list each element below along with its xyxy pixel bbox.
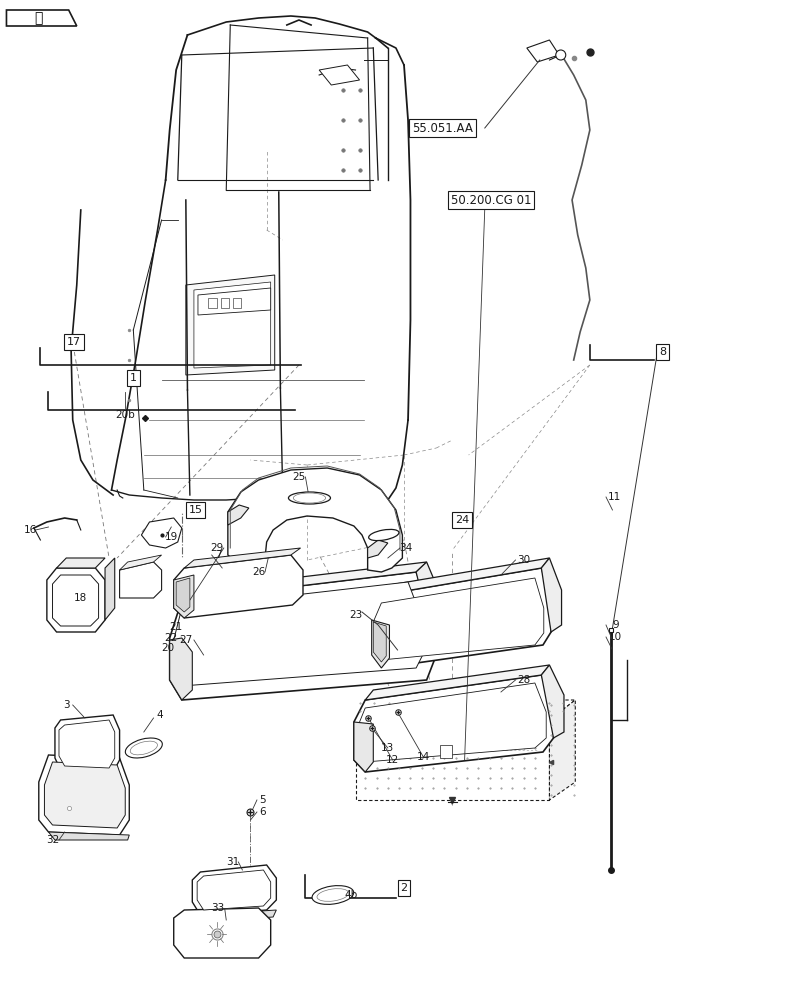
Text: 19: 19: [165, 532, 178, 542]
Polygon shape: [174, 908, 271, 958]
Text: 26: 26: [252, 567, 265, 577]
Polygon shape: [440, 745, 452, 758]
Text: 6: 6: [259, 807, 266, 817]
Polygon shape: [174, 582, 424, 686]
Polygon shape: [174, 575, 194, 618]
Polygon shape: [416, 562, 446, 655]
Polygon shape: [59, 720, 115, 768]
Polygon shape: [184, 548, 301, 568]
Text: 18: 18: [74, 593, 87, 603]
Polygon shape: [365, 665, 549, 700]
Polygon shape: [354, 675, 553, 772]
Polygon shape: [170, 572, 436, 700]
Polygon shape: [381, 558, 549, 595]
Polygon shape: [120, 555, 162, 570]
Polygon shape: [228, 468, 402, 572]
Ellipse shape: [288, 492, 330, 504]
Polygon shape: [141, 518, 182, 548]
Polygon shape: [55, 715, 120, 772]
Polygon shape: [200, 910, 276, 922]
Ellipse shape: [312, 886, 354, 904]
Polygon shape: [373, 622, 386, 662]
Text: 17: 17: [67, 337, 82, 347]
Polygon shape: [6, 10, 77, 26]
Text: 11: 11: [608, 492, 621, 502]
Polygon shape: [372, 568, 551, 668]
Text: 22: 22: [165, 633, 178, 643]
Polygon shape: [47, 568, 105, 632]
Polygon shape: [186, 275, 275, 375]
Text: 5: 5: [259, 795, 266, 805]
Text: 14: 14: [417, 752, 430, 762]
Circle shape: [556, 50, 566, 60]
Polygon shape: [228, 505, 249, 525]
Polygon shape: [374, 578, 544, 660]
Text: 16: 16: [24, 525, 37, 535]
Text: 13: 13: [381, 743, 394, 753]
Text: 8: 8: [659, 347, 666, 357]
Polygon shape: [48, 832, 129, 840]
Polygon shape: [57, 558, 105, 568]
Text: 50.200.CG 01: 50.200.CG 01: [451, 194, 532, 207]
Text: 1: 1: [130, 373, 137, 383]
Polygon shape: [192, 865, 276, 915]
Text: 34: 34: [399, 543, 412, 553]
Text: 31: 31: [226, 857, 239, 867]
Text: 20: 20: [162, 643, 175, 653]
Text: 10: 10: [609, 632, 622, 642]
Ellipse shape: [130, 741, 158, 755]
Text: 9: 9: [612, 620, 619, 630]
Text: 30: 30: [517, 555, 530, 565]
Text: 24: 24: [455, 515, 469, 525]
Polygon shape: [319, 65, 360, 85]
Polygon shape: [182, 562, 427, 600]
Text: 32: 32: [46, 835, 59, 845]
Text: 55.051.AA: 55.051.AA: [412, 121, 473, 134]
Polygon shape: [368, 540, 388, 558]
Polygon shape: [176, 578, 190, 612]
Ellipse shape: [125, 738, 162, 758]
Polygon shape: [197, 870, 271, 910]
Polygon shape: [356, 700, 575, 720]
Text: 2: 2: [401, 883, 407, 893]
Polygon shape: [44, 762, 125, 828]
Polygon shape: [105, 558, 115, 620]
Polygon shape: [356, 720, 549, 800]
Polygon shape: [354, 722, 373, 772]
Text: 27: 27: [179, 635, 192, 645]
Text: 25: 25: [292, 472, 305, 482]
Polygon shape: [360, 683, 546, 762]
Text: 15: 15: [188, 505, 203, 515]
Polygon shape: [208, 298, 217, 308]
Text: 20b: 20b: [116, 410, 135, 420]
Polygon shape: [372, 620, 389, 668]
Polygon shape: [541, 665, 564, 738]
Text: 21: 21: [170, 622, 183, 632]
Polygon shape: [120, 562, 162, 598]
Text: 7: 7: [215, 550, 221, 560]
Ellipse shape: [368, 529, 399, 541]
Ellipse shape: [293, 493, 326, 503]
Text: 29: 29: [210, 543, 223, 553]
Polygon shape: [527, 40, 559, 62]
Ellipse shape: [317, 889, 349, 901]
Polygon shape: [541, 558, 562, 632]
Text: 🚜: 🚜: [35, 11, 43, 25]
Text: 4: 4: [157, 710, 163, 720]
Text: 33: 33: [212, 903, 225, 913]
Text: 28: 28: [517, 675, 530, 685]
Polygon shape: [221, 298, 229, 308]
Text: 4b: 4b: [345, 890, 358, 900]
Polygon shape: [233, 298, 241, 308]
Text: 12: 12: [386, 755, 399, 765]
Polygon shape: [39, 755, 129, 835]
Polygon shape: [174, 555, 303, 618]
Polygon shape: [170, 638, 192, 700]
Polygon shape: [198, 288, 271, 315]
Polygon shape: [53, 575, 99, 626]
Polygon shape: [194, 282, 271, 368]
Text: 3: 3: [63, 700, 69, 710]
Text: 23: 23: [349, 610, 362, 620]
Polygon shape: [549, 700, 575, 800]
